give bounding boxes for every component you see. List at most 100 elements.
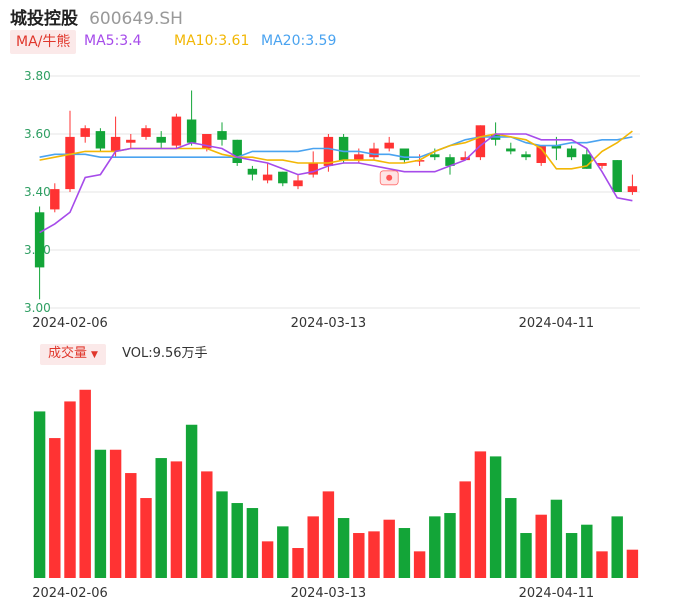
volume-bar	[185, 424, 198, 578]
volume-bar	[413, 551, 426, 578]
volume-bar	[565, 533, 578, 578]
volume-bar	[246, 508, 259, 578]
candle-body	[262, 174, 273, 181]
candle-body	[126, 139, 136, 143]
volume-bar	[520, 533, 532, 578]
stock-header: 城投控股 600649.SH	[10, 4, 183, 29]
candle-body	[247, 168, 258, 175]
y-tick-label: 3.00	[24, 301, 51, 315]
volume-bar	[49, 438, 61, 578]
candle-body	[521, 154, 531, 158]
volume-bar	[216, 491, 228, 578]
candle-body	[95, 131, 106, 149]
candle-body	[369, 148, 379, 158]
x-date-label: 2024-04-11	[519, 586, 595, 601]
volume-bar	[140, 498, 152, 578]
candle-body	[110, 136, 121, 152]
candle-body	[338, 136, 349, 161]
volume-bar	[322, 491, 335, 578]
candle-body	[536, 145, 546, 163]
volume-bar	[505, 498, 517, 578]
volume-bar	[611, 516, 623, 578]
bull-bear-marker-dot	[386, 174, 393, 181]
candle-body	[582, 154, 592, 169]
candle-body	[399, 148, 410, 161]
volume-bar	[307, 516, 319, 578]
volume-bar	[109, 449, 122, 578]
candle-body	[551, 145, 562, 149]
volume-bar	[429, 516, 441, 578]
candle-body	[34, 212, 45, 268]
candle-body	[232, 139, 242, 163]
candle-body	[293, 180, 303, 187]
volume-bar	[64, 401, 76, 578]
volume-bar	[444, 513, 456, 578]
ma5-label: MA5:3.4	[84, 33, 142, 49]
volume-bar	[277, 526, 289, 578]
volume-bar	[261, 541, 274, 578]
candle-body	[80, 128, 90, 137]
volume-bar	[489, 456, 502, 578]
volume-legend: 成交量 ▼ VOL:9.56万手	[40, 342, 208, 365]
volume-value: VOL:9.56万手	[122, 346, 208, 361]
ma5-line	[39, 133, 633, 234]
volume-indicator-label: 成交量	[48, 346, 88, 361]
ma20-label: MA20:3.59	[261, 33, 337, 49]
stock-name: 城投控股	[10, 9, 78, 29]
candle-body	[50, 189, 60, 210]
volume-bar	[535, 514, 547, 578]
volume-bar	[626, 549, 639, 578]
candle-body	[506, 148, 516, 152]
ma-legend: MA/牛熊 MA5:3.4 MA10:3.61 MA20:3.59	[10, 30, 336, 54]
candle-body	[217, 131, 227, 140]
volume-bar	[368, 531, 380, 578]
candle-body	[278, 171, 288, 184]
volume-indicator-button[interactable]: 成交量 ▼	[40, 344, 106, 365]
volume-bar	[474, 451, 487, 578]
volume-bar	[383, 519, 395, 578]
volume-bar	[231, 503, 243, 578]
candle-body	[323, 136, 334, 166]
volume-bar	[398, 528, 411, 578]
x-date-label: 2024-02-06	[32, 586, 108, 601]
candle-body	[460, 157, 470, 161]
y-tick-label: 3.40	[24, 185, 51, 199]
y-tick-label: 3.80	[24, 69, 51, 83]
candle-body	[430, 154, 440, 158]
candle-body	[354, 154, 364, 161]
caret-down-icon: ▼	[91, 350, 98, 360]
candle-body	[171, 116, 182, 146]
candle-body	[65, 136, 75, 190]
volume-bar	[353, 533, 365, 578]
candle-body	[475, 125, 486, 158]
y-tick-label: 3.60	[24, 127, 51, 141]
volume-bar	[94, 449, 107, 578]
candle-body	[566, 148, 577, 158]
candle-body	[627, 186, 638, 192]
ma-indicator-button[interactable]: MA/牛熊	[10, 30, 77, 54]
candle-body	[597, 163, 607, 166]
stock-code: 600649.SH	[89, 9, 183, 29]
volume-bar	[596, 551, 608, 578]
volume-bar	[33, 411, 46, 578]
volume-bar	[79, 389, 91, 578]
candle-body	[612, 160, 622, 192]
ma10-label: MA10:3.61	[174, 33, 250, 49]
x-date-label: 2024-04-11	[519, 316, 595, 331]
candle-body	[445, 157, 455, 166]
volume-bar	[292, 548, 304, 578]
candle-body	[202, 134, 212, 149]
x-date-label: 2024-03-13	[291, 586, 367, 601]
volume-bar	[170, 461, 183, 578]
volume-bar	[581, 524, 593, 578]
candle-body	[141, 128, 151, 137]
volume-bar	[337, 518, 350, 578]
volume-bar	[459, 481, 471, 578]
candle-body	[384, 142, 394, 149]
x-date-label: 2024-03-13	[291, 316, 367, 331]
candle-body	[156, 136, 166, 143]
candle-body	[308, 163, 318, 175]
volume-bar	[550, 499, 563, 578]
volume-bar	[155, 458, 167, 578]
